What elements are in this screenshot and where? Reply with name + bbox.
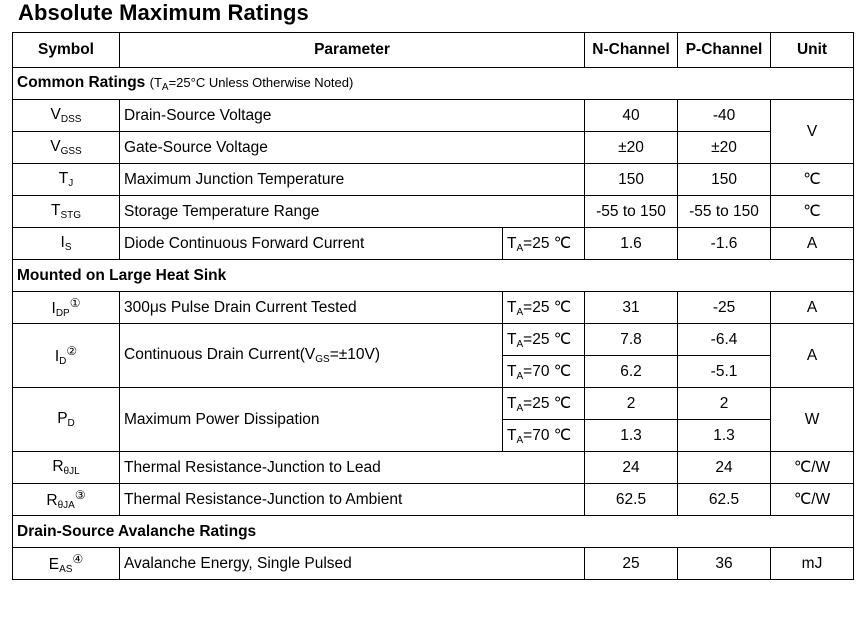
p-channel-cell: -40 <box>677 99 772 132</box>
condition-cell: TA=25 ℃ <box>501 323 586 356</box>
symbol-cell: RθJL <box>12 451 120 484</box>
p-channel-cell: -5.1 <box>677 355 772 388</box>
unit-cell: V <box>770 99 855 164</box>
symbol-cell: IS <box>12 227 120 260</box>
symbol-cell: RθJA③ <box>12 483 120 516</box>
section-row-heatsink: Mounted on Large Heat Sink <box>11 259 855 292</box>
p-channel-cell: -1.6 <box>677 227 772 260</box>
n-channel-cell: 1.3 <box>584 419 679 452</box>
ratings-table: Symbol Parameter N-Channel P-Channel Uni… <box>11 32 855 580</box>
unit-cell: ℃ <box>770 163 855 196</box>
condition-cell: TA=70 ℃ <box>501 355 586 388</box>
parameter-cell: Continuous Drain Current(VGS=±10V) <box>119 323 503 388</box>
table-row: TJ Maximum Junction Temperature 150 150 … <box>12 163 855 196</box>
symbol-cell: VGSS <box>12 131 120 164</box>
header-symbol: Symbol <box>12 32 120 68</box>
table-row: IDP① 300μs Pulse Drain Current Tested TA… <box>12 291 855 324</box>
section-avalanche: Drain-Source Avalanche Ratings <box>11 515 855 548</box>
unit-cell: A <box>770 227 855 260</box>
parameter-cell: Gate-Source Voltage <box>118 131 586 164</box>
p-channel-cell: 24 <box>677 451 772 484</box>
parameter-cell: Diode Continuous Forward Current <box>119 227 503 260</box>
parameter-cell: Avalanche Energy, Single Pulsed <box>118 547 586 580</box>
symbol-cell: TSTG <box>12 195 120 228</box>
condition-cell: TA=25 ℃ <box>501 291 586 324</box>
condition-cell: TA=70 ℃ <box>501 419 586 452</box>
p-channel-cell: -25 <box>677 291 772 324</box>
table-row: TA=70 ℃ 1.3 1.3 <box>13 419 854 452</box>
symbol-cell: IDP① <box>12 291 120 324</box>
p-channel-cell: 62.5 <box>677 483 772 516</box>
unit-cell: A <box>770 323 855 388</box>
table-row: EAS④ Avalanche Energy, Single Pulsed 25 … <box>12 547 855 580</box>
n-channel-cell: 62.5 <box>584 483 679 516</box>
p-channel-cell: -6.4 <box>677 323 772 356</box>
unit-cell: ℃/W <box>770 483 855 516</box>
condition-cell: TA=25 ℃ <box>501 387 586 420</box>
symbol-cell: TJ <box>12 163 120 196</box>
header-row: Symbol Parameter N-Channel P-Channel Uni… <box>12 32 855 68</box>
symbol-cell: ID② <box>12 323 120 388</box>
n-channel-cell: 25 <box>584 547 679 580</box>
section-title: Common Ratings <box>17 74 146 91</box>
p-channel-cell: ±20 <box>677 131 772 164</box>
n-channel-cell: 7.8 <box>584 323 679 356</box>
table-row: RθJA③ Thermal Resistance-Junction to Amb… <box>12 483 855 516</box>
table-row: VDSS Drain-Source Voltage 40 -40 V <box>12 99 855 164</box>
table-row: PD Maximum Power Dissipation TA=25 ℃ 2 2… <box>12 387 855 452</box>
header-unit: Unit <box>770 32 855 68</box>
parameter-cell: 300μs Pulse Drain Current Tested <box>119 291 503 324</box>
n-channel-cell: 31 <box>584 291 679 324</box>
n-channel-cell: 40 <box>584 99 679 132</box>
page-title: Absolute Maximum Ratings <box>18 0 309 25</box>
p-channel-cell: 150 <box>677 163 772 196</box>
parameter-cell: Storage Temperature Range <box>118 195 586 228</box>
unit-cell: W <box>770 387 855 452</box>
table-row: ID② Continuous Drain Current(VGS=±10V) T… <box>12 323 855 388</box>
p-channel-cell: -55 to 150 <box>677 195 772 228</box>
section-common: Common Ratings (TA=25°C Unless Otherwise… <box>11 67 855 100</box>
unit-cell: ℃ <box>770 195 855 228</box>
n-channel-cell: 150 <box>584 163 679 196</box>
symbol-cell: EAS④ <box>12 547 120 580</box>
symbol-cell: VDSS <box>12 99 120 132</box>
n-channel-cell: -55 to 150 <box>584 195 679 228</box>
n-channel-cell: 24 <box>584 451 679 484</box>
header-p-channel: P-Channel <box>677 32 772 68</box>
unit-cell: ℃/W <box>770 451 855 484</box>
n-channel-cell: 6.2 <box>584 355 679 388</box>
unit-cell: mJ <box>770 547 855 580</box>
section-heatsink: Mounted on Large Heat Sink <box>11 259 855 292</box>
table-row: RθJL Thermal Resistance-Junction to Lead… <box>12 451 855 484</box>
unit-cell: A <box>770 291 855 324</box>
table-row: TSTG Storage Temperature Range -55 to 15… <box>12 195 855 228</box>
parameter-cell: Thermal Resistance-Junction to Ambient <box>118 483 586 516</box>
symbol-cell: PD <box>12 387 120 452</box>
condition-cell: TA=25 ℃ <box>501 227 586 260</box>
section-row-common: Common Ratings (TA=25°C Unless Otherwise… <box>11 67 855 100</box>
p-channel-cell: 1.3 <box>677 419 772 452</box>
n-channel-cell: ±20 <box>584 131 679 164</box>
table-row: IS Diode Continuous Forward Current TA=2… <box>12 227 855 260</box>
section-row-avalanche: Drain-Source Avalanche Ratings <box>11 515 855 548</box>
n-channel-cell: 1.6 <box>584 227 679 260</box>
parameter-cell: Maximum Power Dissipation <box>119 387 503 452</box>
p-channel-cell: 2 <box>677 387 772 420</box>
p-channel-cell: 36 <box>677 547 772 580</box>
header-parameter: Parameter <box>118 32 586 68</box>
parameter-cell: Drain-Source Voltage <box>118 99 586 132</box>
n-channel-cell: 2 <box>584 387 679 420</box>
parameter-cell: Maximum Junction Temperature <box>118 163 586 196</box>
section-note: (TA=25°C Unless Otherwise Noted) <box>149 75 354 93</box>
table-row: VGSS Gate-Source Voltage ±20 ±20 <box>12 131 854 164</box>
parameter-cell: Thermal Resistance-Junction to Lead <box>118 451 586 484</box>
header-n-channel: N-Channel <box>584 32 679 68</box>
